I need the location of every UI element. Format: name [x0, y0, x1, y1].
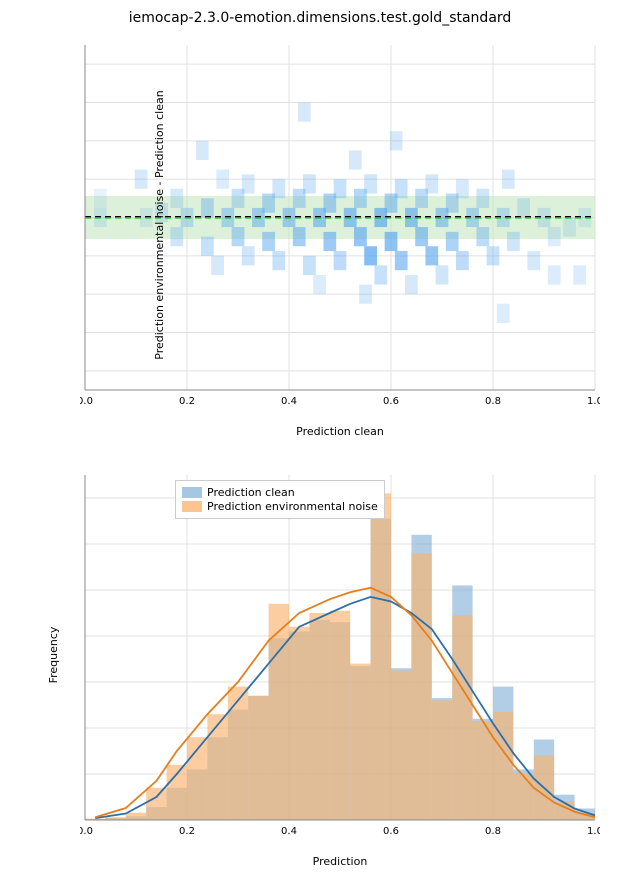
bottom-legend: Prediction cleanPrediction environmental…: [175, 480, 385, 519]
bottom-panel: 0.00.20.40.60.81.00100020003000400050006…: [80, 470, 600, 840]
top-panel: 0.00.20.40.60.81.0−0.32−0.24−0.16−0.080.…: [80, 40, 600, 410]
svg-text:0.2: 0.2: [179, 396, 195, 407]
top-xlabel: Prediction clean: [80, 425, 600, 438]
svg-text:0.8: 0.8: [485, 826, 501, 837]
legend-label: Prediction clean: [207, 486, 295, 499]
svg-text:0.6: 0.6: [383, 396, 399, 407]
svg-text:0.8: 0.8: [485, 396, 501, 407]
svg-text:0.2: 0.2: [179, 826, 195, 837]
legend-item: Prediction environmental noise: [182, 500, 378, 513]
legend-label: Prediction environmental noise: [207, 500, 378, 513]
figure-title: iemocap-2.3.0-emotion.dimensions.test.go…: [0, 10, 640, 26]
legend-item: Prediction clean: [182, 486, 378, 499]
top-ylabel: Prediction environmental noise - Predict…: [153, 90, 166, 359]
svg-text:0.4: 0.4: [281, 826, 297, 837]
svg-text:0.6: 0.6: [383, 826, 399, 837]
bottom-chart-svg: 0.00.20.40.60.81.00100020003000400050006…: [80, 470, 600, 840]
legend-swatch: [182, 487, 202, 498]
bottom-ylabel: Frequency: [47, 627, 60, 684]
svg-text:0.0: 0.0: [80, 396, 93, 407]
svg-text:0.4: 0.4: [281, 396, 297, 407]
svg-text:1.0: 1.0: [587, 396, 600, 407]
legend-swatch: [182, 501, 202, 512]
figure: iemocap-2.3.0-emotion.dimensions.test.go…: [0, 0, 640, 880]
svg-text:0.0: 0.0: [80, 826, 93, 837]
bottom-xlabel: Prediction: [80, 855, 600, 868]
svg-text:1.0: 1.0: [587, 826, 600, 837]
